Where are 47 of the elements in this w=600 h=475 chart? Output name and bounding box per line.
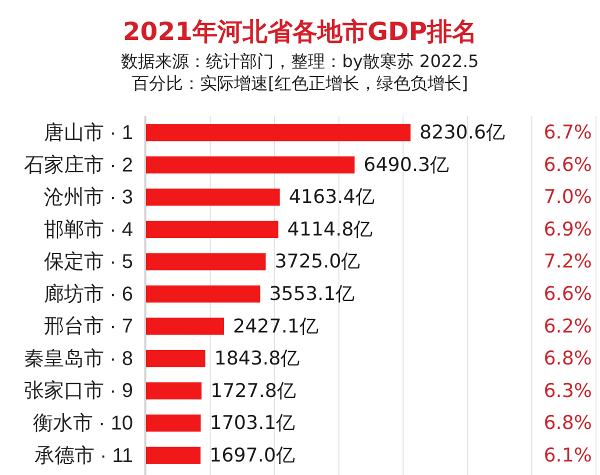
annotation: 7.2%: [544, 250, 592, 273]
annotation: 6.3%: [544, 380, 592, 402]
y-tick-label: 张家口市 · 9: [24, 380, 133, 402]
bar: [146, 188, 280, 206]
data-label: 4163.4亿: [288, 186, 374, 208]
y-tick-label: 承德市 · 11: [34, 444, 133, 467]
y-tick-label: 石家庄市 · 2: [24, 154, 133, 176]
data-label: 1697.0亿: [210, 444, 296, 466]
chart-title: 2021年河北省各地市GDP排名: [122, 17, 478, 46]
annotation: 6.8%: [544, 348, 592, 370]
bar: [146, 285, 260, 303]
bar: [146, 253, 266, 270]
y-tick-label: 保定市 · 5: [44, 251, 133, 274]
chart-subtitle: 数据来源：统计部门，整理：by散寒苏 2022.5: [121, 52, 479, 72]
data-label: 2427.1亿: [233, 315, 318, 338]
data-label: 1727.8亿: [210, 380, 296, 402]
data-label: 8230.6亿: [420, 122, 506, 144]
bar: [146, 124, 411, 142]
y-tick-label: 沧州市 · 3: [44, 186, 133, 209]
annotation: 6.9%: [544, 218, 592, 240]
y-tick-label: 秦皇岛市 · 8: [24, 348, 133, 370]
bar: [146, 446, 201, 464]
bar: [146, 350, 206, 368]
y-tick-label: 衡水市 · 10: [32, 412, 133, 434]
data-label: 3553.1亿: [269, 283, 355, 305]
bar: [146, 220, 278, 238]
bar: [146, 318, 224, 335]
y-tick-label: 唐山市 · 1: [44, 122, 133, 144]
data-label: 3725.0亿: [274, 250, 360, 273]
data-label: 1703.1亿: [210, 412, 296, 434]
annotation: 6.6%: [544, 283, 592, 305]
annotation: 6.7%: [544, 122, 592, 144]
annotation: 6.2%: [544, 315, 592, 338]
y-tick-label: 邯郸市 · 4: [44, 218, 133, 241]
y-tick-label: 廊坊市 · 6: [44, 283, 133, 306]
annotation: 6.1%: [544, 444, 592, 466]
data-label: 4114.8亿: [287, 218, 373, 240]
y-tick-label: 邢台市 · 7: [44, 316, 133, 338]
bar: [146, 156, 355, 174]
data-label: 1843.8亿: [214, 348, 300, 370]
annotation: 6.6%: [544, 154, 592, 176]
annotation: 7.0%: [544, 186, 592, 208]
bar: [146, 414, 201, 432]
annotation: 6.8%: [544, 412, 592, 434]
bar: [146, 382, 202, 400]
data-label: 6490.3亿: [364, 154, 450, 176]
text: 百分比：实际增速[红色正增长，绿色负增长]: [132, 74, 468, 94]
